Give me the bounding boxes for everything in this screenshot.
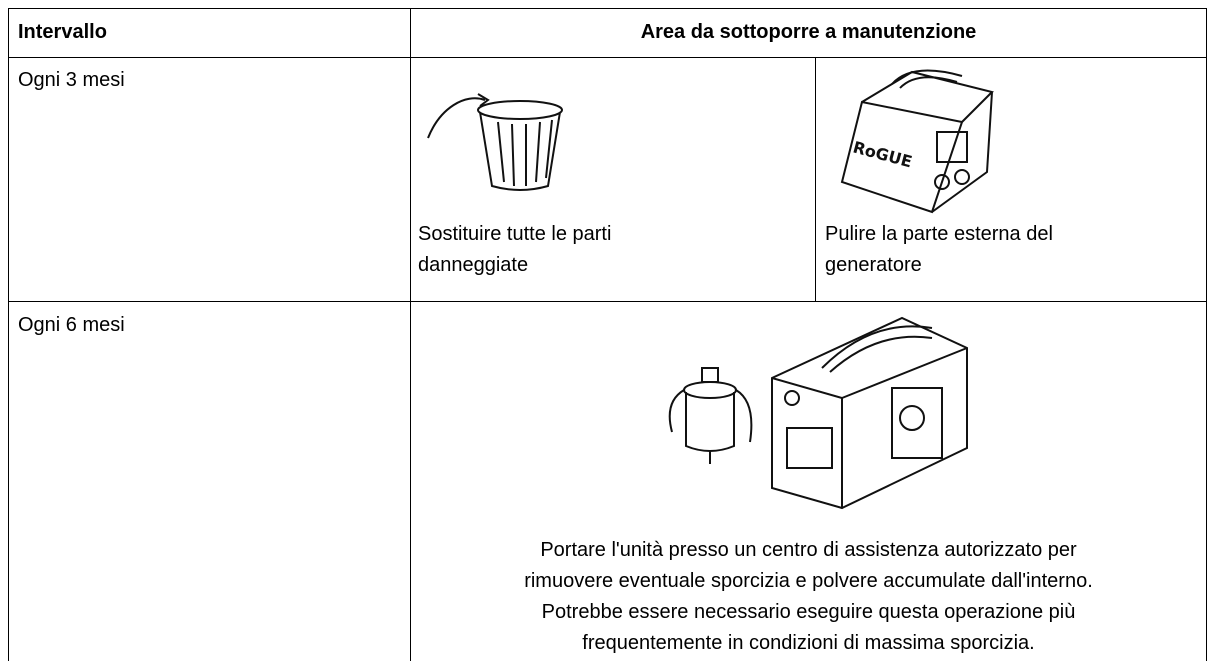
trash-icon [427, 93, 563, 191]
machine-icon [771, 316, 968, 510]
filter-icon [668, 367, 753, 464]
task-text: Potrebbe essere necessario eseguire ques… [541, 601, 1076, 623]
border [1206, 8, 1207, 661]
task-text: Sostituire tutte le parti [418, 223, 612, 245]
task-text: Pulire la parte esterna del [825, 223, 1053, 245]
border [8, 8, 1207, 9]
task-text: rimuovere eventuale sporcizia e polvere … [524, 570, 1093, 592]
border [815, 57, 816, 301]
border [8, 57, 1207, 58]
logo: RoGUE [851, 138, 914, 172]
task-text: frequentemente in condizioni di massima … [582, 632, 1035, 654]
header-cell: Area da sottoporre a manutenzione [640, 21, 977, 43]
header-cell: Intervallo [18, 21, 107, 43]
interval: Ogni 6 mesi [18, 314, 125, 336]
task-text: danneggiate [418, 254, 529, 276]
border [8, 301, 1207, 302]
interval: Ogni 3 mesi [18, 69, 125, 91]
border [8, 8, 9, 661]
task-text: Portare l'unità presso un centro di assi… [540, 539, 1077, 561]
border [410, 8, 411, 661]
task-text: generatore [825, 254, 922, 276]
machine-icon: RoGUE [840, 69, 994, 214]
